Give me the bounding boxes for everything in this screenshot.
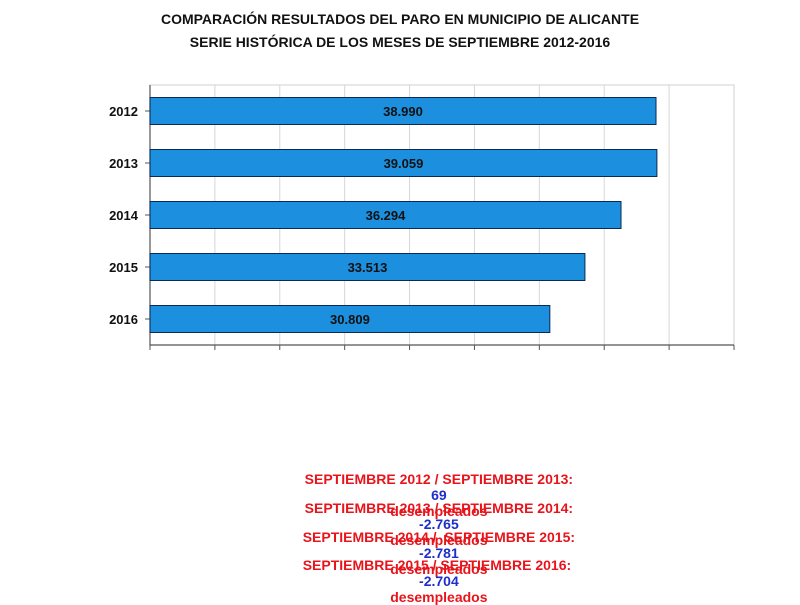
category-label: 2015	[109, 260, 138, 275]
comparison-line: SEPTIEMBRE 2013 / SEPTIEMBRE 2014: -2.76…	[0, 484, 800, 548]
comparison-value: -2.704	[419, 573, 459, 589]
chart-subtitle: SERIE HISTÓRICA DE LOS MESES DE SEPTIEMB…	[189, 34, 611, 50]
comparison-value: -2.781	[419, 545, 459, 561]
bar	[149, 201, 622, 229]
comparison-line: SEPTIEMBRE 2012 / SEPTIEMBRE 2013: 69 de…	[0, 455, 800, 519]
bar-value-label: 36.294	[366, 208, 407, 223]
category-label: 2014	[109, 208, 139, 223]
comparison-unit: desempleados	[390, 561, 488, 577]
bar	[149, 305, 551, 333]
comparison-value: -2.765	[419, 516, 459, 532]
comparison-label: SEPTIEMBRE 2015 / SEPTIEMBRE 2016:	[302, 557, 576, 573]
comparison-unit: desempleados	[390, 589, 488, 605]
bar-value-label: 33.513	[348, 260, 388, 275]
bar	[149, 97, 657, 125]
comparison-unit: desempleados	[390, 503, 488, 519]
category-label: 2012	[109, 104, 138, 119]
bar-value-label: 30.809	[330, 312, 370, 327]
comparison-value: 69	[431, 487, 447, 503]
bar-value-label: 38.990	[383, 104, 423, 119]
comparison-label: SEPTIEMBRE 2012 / SEPTIEMBRE 2013:	[304, 471, 574, 487]
bar	[149, 149, 658, 177]
comparison-label: SEPTIEMBRE 2013 / SEPTIEMBRE 2014:	[304, 500, 574, 516]
bar-chart: 2012 38.990 2013 39.059 2014 36.294 2015 33.513…	[109, 84, 735, 350]
chart-title: COMPARACIÓN RESULTADOS DEL PARO EN MUNIC…	[160, 11, 640, 27]
comparison-line: SEPTIEMBRE 2015 / SEPTIEMBRE 2016: -2.70…	[0, 541, 800, 605]
bar	[149, 253, 586, 281]
comparison-line: SEPTIEMBRE 2014 / SEPTIEMBRE 2015: -2.78…	[0, 513, 800, 577]
category-label: 2016	[109, 312, 138, 327]
comparison-unit: desempleados	[390, 532, 488, 548]
category-label: 2013	[109, 156, 138, 171]
bar-value-label: 39.059	[384, 156, 424, 171]
comparison-label: SEPTIEMBRE 2014 / SEPTIEMBRE 2015:	[302, 529, 576, 545]
